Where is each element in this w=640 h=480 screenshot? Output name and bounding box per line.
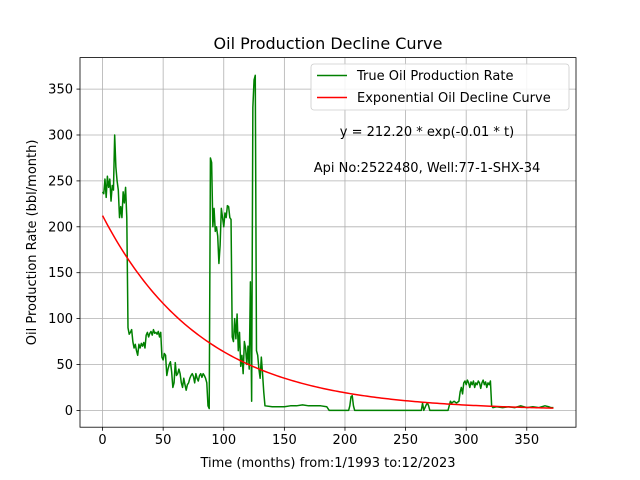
x-tick-label: 150: [272, 433, 297, 448]
y-axis-ticks: 0 50 100 150 200 250 300 350: [48, 83, 80, 419]
x-tick-label: 300: [454, 433, 479, 448]
y-tick-label: 100: [48, 312, 73, 327]
legend: True Oil Production Rate Exponential Oil…: [310, 63, 570, 111]
axes-frame: [79, 57, 577, 428]
series-line-exponential-decline: [101, 215, 554, 409]
x-tick-label: 50: [155, 433, 172, 448]
x-tick-label: 100: [211, 433, 236, 448]
x-tick-label: 350: [514, 433, 539, 448]
y-tick-label: 200: [48, 220, 73, 235]
x-axis-ticks: 0 50 100 150 200 250 300 350: [98, 427, 539, 448]
equation-annotation: y = 212.20 * exp(-0.01 * t): [340, 125, 514, 140]
legend-label-exponential: Exponential Oil Decline Curve: [357, 91, 551, 106]
y-tick-label: 250: [48, 174, 73, 189]
y-tick-label: 50: [56, 358, 73, 373]
well-annotation: Api No:2522480, Well:77-1-SHX-34: [314, 161, 541, 176]
x-tick-label: 0: [98, 433, 106, 448]
y-tick-label: 300: [48, 128, 73, 143]
legend-label-true: True Oil Production Rate: [356, 69, 513, 84]
x-tick-label: 250: [393, 433, 418, 448]
y-tick-label: 150: [48, 266, 73, 281]
legend-box: [310, 63, 570, 111]
y-tick-label: 350: [48, 83, 73, 98]
chart-title: Oil Production Decline Curve: [214, 34, 443, 53]
axes-background: [80, 57, 576, 428]
grid-lines: [80, 57, 576, 428]
series-line-true-oil-production: [101, 74, 554, 412]
plot-area: [101, 74, 554, 412]
x-axis-label: Time (months) from:1/1993 to:12/2023: [199, 456, 455, 471]
y-axis-label: Oil Production Rate (bbl/month): [25, 140, 40, 346]
x-tick-label: 200: [333, 433, 358, 448]
y-tick-label: 0: [65, 404, 73, 419]
